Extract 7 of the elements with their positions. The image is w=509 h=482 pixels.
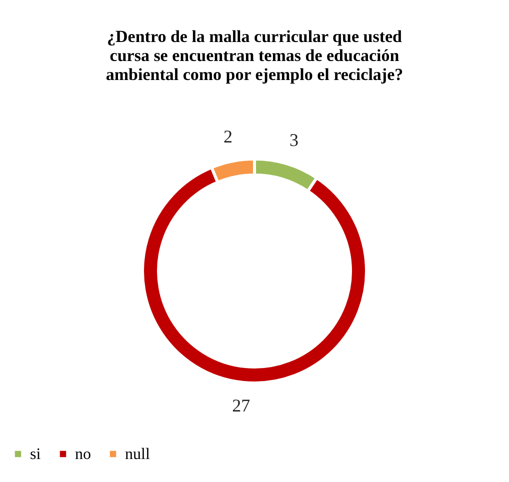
chart-title: ¿Dentro de la malla curricular que usted cursa se encuentran temas de educación ambiental como por ejemplo el reciclaje? xyxy=(106,27,404,84)
legend-label: no xyxy=(75,446,91,463)
legend-label: null xyxy=(125,446,150,463)
data-label: 27 xyxy=(232,395,250,416)
data-label: 3 xyxy=(289,130,298,150)
legend-label: si xyxy=(30,446,42,463)
data-label: 2 xyxy=(223,126,232,147)
